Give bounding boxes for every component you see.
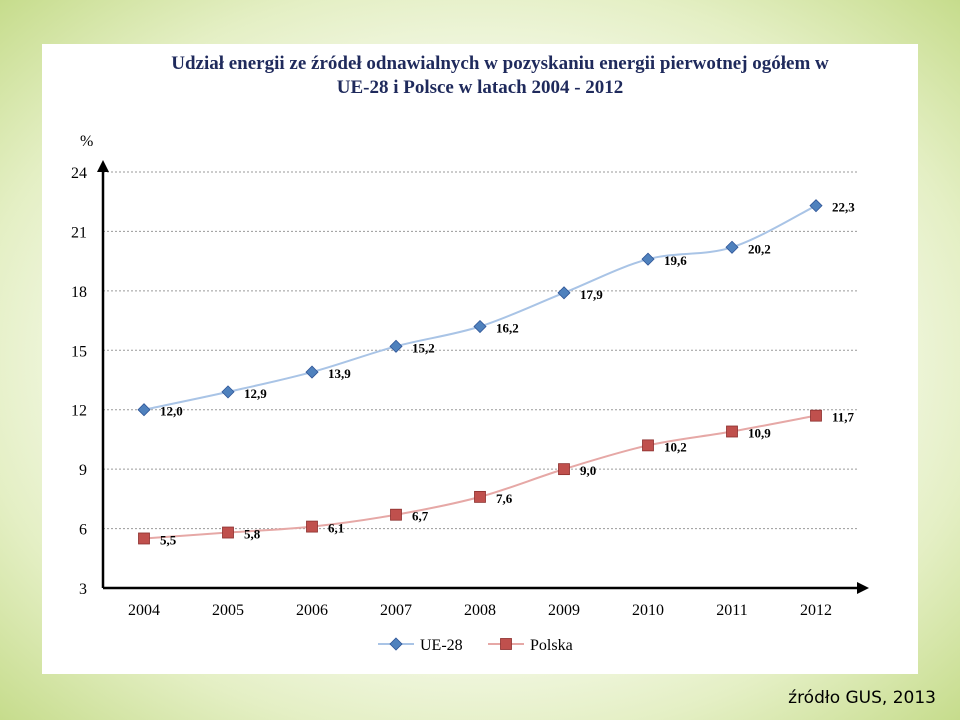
data-point-polska <box>642 439 654 452</box>
y-tick-label: 3 <box>79 581 87 598</box>
data-point-polska <box>474 490 486 503</box>
x-tick-label: 2009 <box>548 602 580 619</box>
data-label-ue-28: 20,2 <box>748 241 771 256</box>
x-tick-label: 2007 <box>380 602 412 619</box>
data-point-polska <box>222 526 234 539</box>
data-point-polska <box>726 425 738 438</box>
legend-marker-polska <box>500 638 512 650</box>
data-label-polska: 5,5 <box>160 532 177 547</box>
x-tick-label: 2005 <box>212 602 244 619</box>
data-label-ue-28: 15,2 <box>412 340 435 355</box>
data-point-ue-28 <box>725 240 739 254</box>
chart-panel: Udział energii ze źródeł odnawialnych w … <box>42 44 918 674</box>
data-label-polska: 10,9 <box>748 426 771 441</box>
chart-title-line-1: Udział energii ze źródeł odnawialnych w … <box>171 53 829 74</box>
data-label-ue-28: 22,3 <box>832 200 855 215</box>
data-label-polska: 10,2 <box>664 439 687 454</box>
data-label-polska: 6,1 <box>328 521 344 536</box>
y-tick-label: 21 <box>71 224 87 241</box>
y-tick-label: 6 <box>79 522 87 539</box>
data-label-polska: 7,6 <box>496 491 513 506</box>
data-point-polska <box>390 508 402 521</box>
data-point-ue-28 <box>557 286 571 300</box>
data-label-polska: 5,8 <box>244 527 261 542</box>
data-point-ue-28 <box>305 365 319 379</box>
data-label-ue-28: 12,9 <box>244 386 267 401</box>
x-tick-label: 2010 <box>632 602 664 619</box>
series-line-ue-28 <box>143 204 817 411</box>
legend-label-ue-28: UE-28 <box>420 637 463 654</box>
data-point-ue-28 <box>641 252 655 266</box>
data-point-polska <box>810 409 822 422</box>
data-point-polska <box>138 532 150 545</box>
legend-marker-ue-28 <box>389 637 403 651</box>
data-point-polska <box>306 520 318 533</box>
data-label-ue-28: 13,9 <box>328 366 351 381</box>
data-point-ue-28 <box>809 199 823 213</box>
x-tick-label: 2006 <box>296 602 328 619</box>
y-tick-label: 9 <box>79 462 87 479</box>
x-tick-label: 2011 <box>716 602 747 619</box>
data-point-ue-28 <box>473 319 487 334</box>
y-tick-label: 24 <box>71 165 87 182</box>
x-tick-label: 2004 <box>128 602 160 619</box>
x-tick-label: 2012 <box>800 602 832 619</box>
chart-title-line-2: UE-28 i Polsce w latach 2004 - 2012 <box>336 77 624 98</box>
data-label-ue-28: 12,0 <box>160 404 183 419</box>
x-tick-label: 2008 <box>464 602 496 619</box>
y-tick-label: 12 <box>71 403 87 420</box>
y-tick-label: 15 <box>71 343 87 360</box>
data-point-ue-28 <box>137 403 151 417</box>
data-label-polska: 11,7 <box>832 410 855 425</box>
x-axis-arrow <box>857 582 869 594</box>
data-point-polska <box>558 463 570 476</box>
data-point-ue-28 <box>389 339 403 353</box>
y-tick-label: 18 <box>71 284 87 301</box>
y-axis-arrow <box>97 160 109 172</box>
legend-label-polska: Polska <box>530 637 573 654</box>
data-label-ue-28: 19,6 <box>664 253 687 268</box>
series-line-polska <box>143 414 817 540</box>
data-point-ue-28 <box>221 385 235 399</box>
data-label-polska: 6,7 <box>412 509 429 524</box>
line-chart: 24 21 18 15 12 9 6 3% 2004 2005 2006 2007 2008 2009 20… <box>71 133 869 654</box>
data-label-ue-28: 16,2 <box>496 321 519 336</box>
y-axis-label: % <box>80 133 93 150</box>
data-label-polska: 9,0 <box>580 463 596 478</box>
source-note: źródło GUS, 2013 <box>788 688 936 708</box>
data-label-ue-28: 17,9 <box>580 287 603 302</box>
